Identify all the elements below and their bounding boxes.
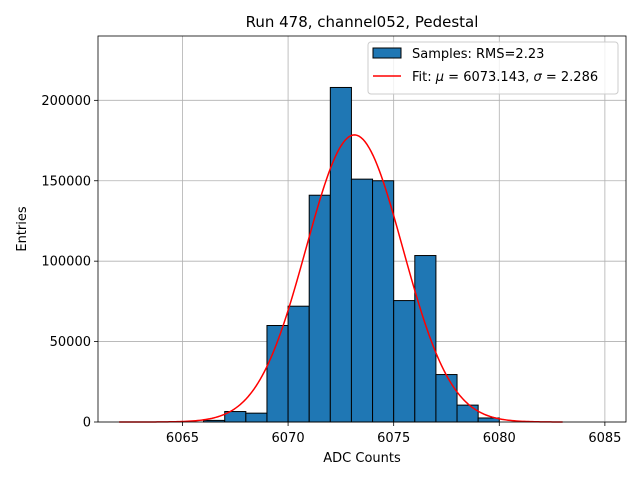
legend-swatch-samples: [372, 47, 402, 59]
histogram-bar: [245, 412, 268, 423]
x-tick-label: 6070: [272, 431, 305, 446]
y-tick-label: 50000: [50, 335, 91, 350]
y-axis-label: Entries: [15, 206, 30, 252]
legend: Samples: RMS=2.23 Fit: μ = 6073.143, σ =…: [367, 41, 619, 95]
histogram-bar: [435, 374, 458, 423]
histogram-bar: [414, 255, 437, 423]
legend-fit-sigma: σ: [534, 70, 543, 85]
x-axis-label: ADC Counts: [323, 451, 401, 466]
plot-spines: [97, 35, 627, 423]
histogram-bar: [393, 300, 416, 423]
legend-fit-mu: μ: [435, 70, 444, 85]
chart-title: Run 478, channel052, Pedestal: [246, 13, 479, 31]
fit-curve: [119, 134, 563, 423]
histogram-bar: [308, 194, 331, 423]
y-tick-label: 200000: [41, 94, 91, 109]
x-axis-ticks: 6065 6070 6075 6080 6085: [166, 422, 621, 446]
histogram-bar: [456, 404, 479, 423]
legend-fit-sigma-value: = 2.286: [542, 70, 598, 85]
y-tick-label: 100000: [41, 255, 91, 270]
y-tick-label: 0: [83, 416, 91, 431]
legend-label-samples: Samples: RMS=2.23: [412, 47, 544, 62]
y-axis-ticks: 0 50000 100000 150000 200000: [41, 94, 98, 431]
legend-fit-prefix: Fit:: [412, 70, 436, 85]
x-tick-label: 6080: [483, 431, 516, 446]
histogram-bar: [350, 178, 374, 423]
x-tick-label: 6075: [377, 431, 410, 446]
x-tick-label: 6065: [166, 431, 199, 446]
histogram-bar: [372, 180, 395, 423]
histogram-bar: [287, 305, 310, 423]
legend-fit-mu-value: = 6073.143,: [444, 70, 533, 85]
legend-label-fit: Fit: μ = 6073.143, σ = 2.286: [412, 70, 598, 85]
y-tick-label: 150000: [41, 174, 91, 189]
x-tick-label: 6085: [588, 431, 621, 446]
legend-box: [367, 41, 619, 95]
